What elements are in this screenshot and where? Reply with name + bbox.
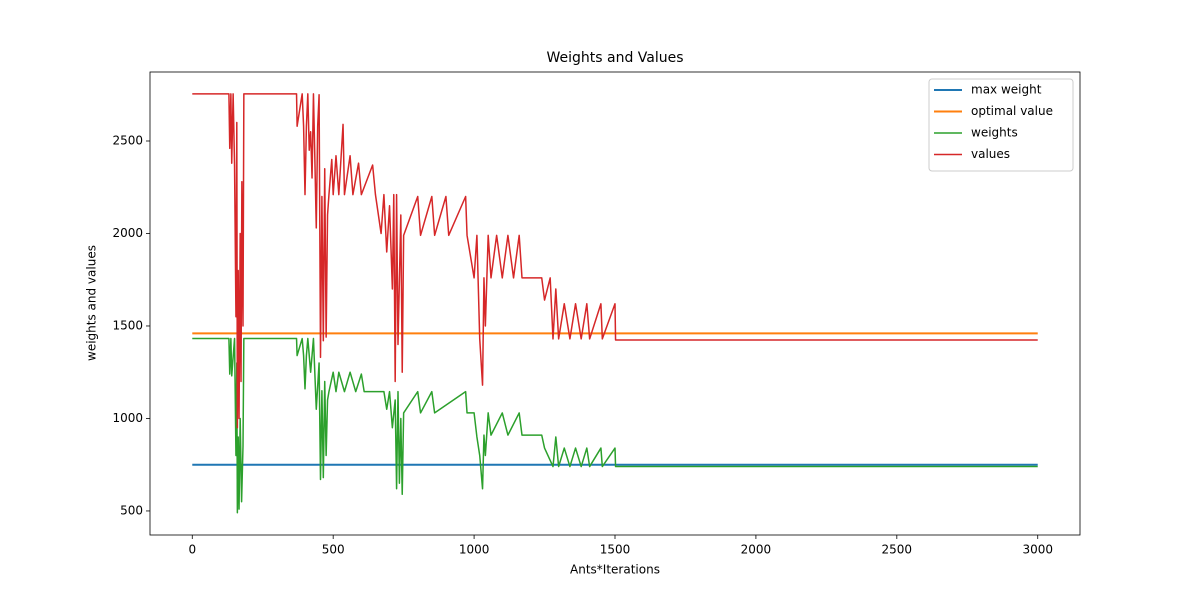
legend-label: values (971, 147, 1010, 161)
y-axis-label: weights and values (85, 245, 99, 361)
y-tick-label: 500 (120, 503, 143, 517)
y-tick-label: 1500 (112, 318, 143, 332)
chart-title: Weights and Values (546, 50, 683, 66)
legend-label: weights (971, 126, 1018, 140)
y-tick-label: 2000 (112, 226, 143, 240)
x-tick-label: 0 (188, 543, 196, 557)
y-tick-label: 1000 (112, 411, 143, 425)
legend-label: optimal value (971, 104, 1053, 118)
legend-box (928, 78, 1074, 172)
x-tick-label: 2500 (882, 543, 913, 557)
y-tick-label: 2500 (112, 133, 143, 147)
x-tick-label: 3000 (1022, 543, 1053, 557)
series-line (192, 337, 1038, 514)
x-tick-label: 500 (322, 543, 345, 557)
plot-frame (149, 71, 1081, 536)
legend-label: max weight (971, 83, 1042, 97)
x-axis-label: Ants*Iterations (570, 563, 660, 577)
x-tick-label: 2000 (741, 543, 772, 557)
x-tick-label: 1000 (459, 543, 490, 557)
series-line (192, 93, 1038, 429)
x-tick-label: 1500 (600, 543, 631, 557)
